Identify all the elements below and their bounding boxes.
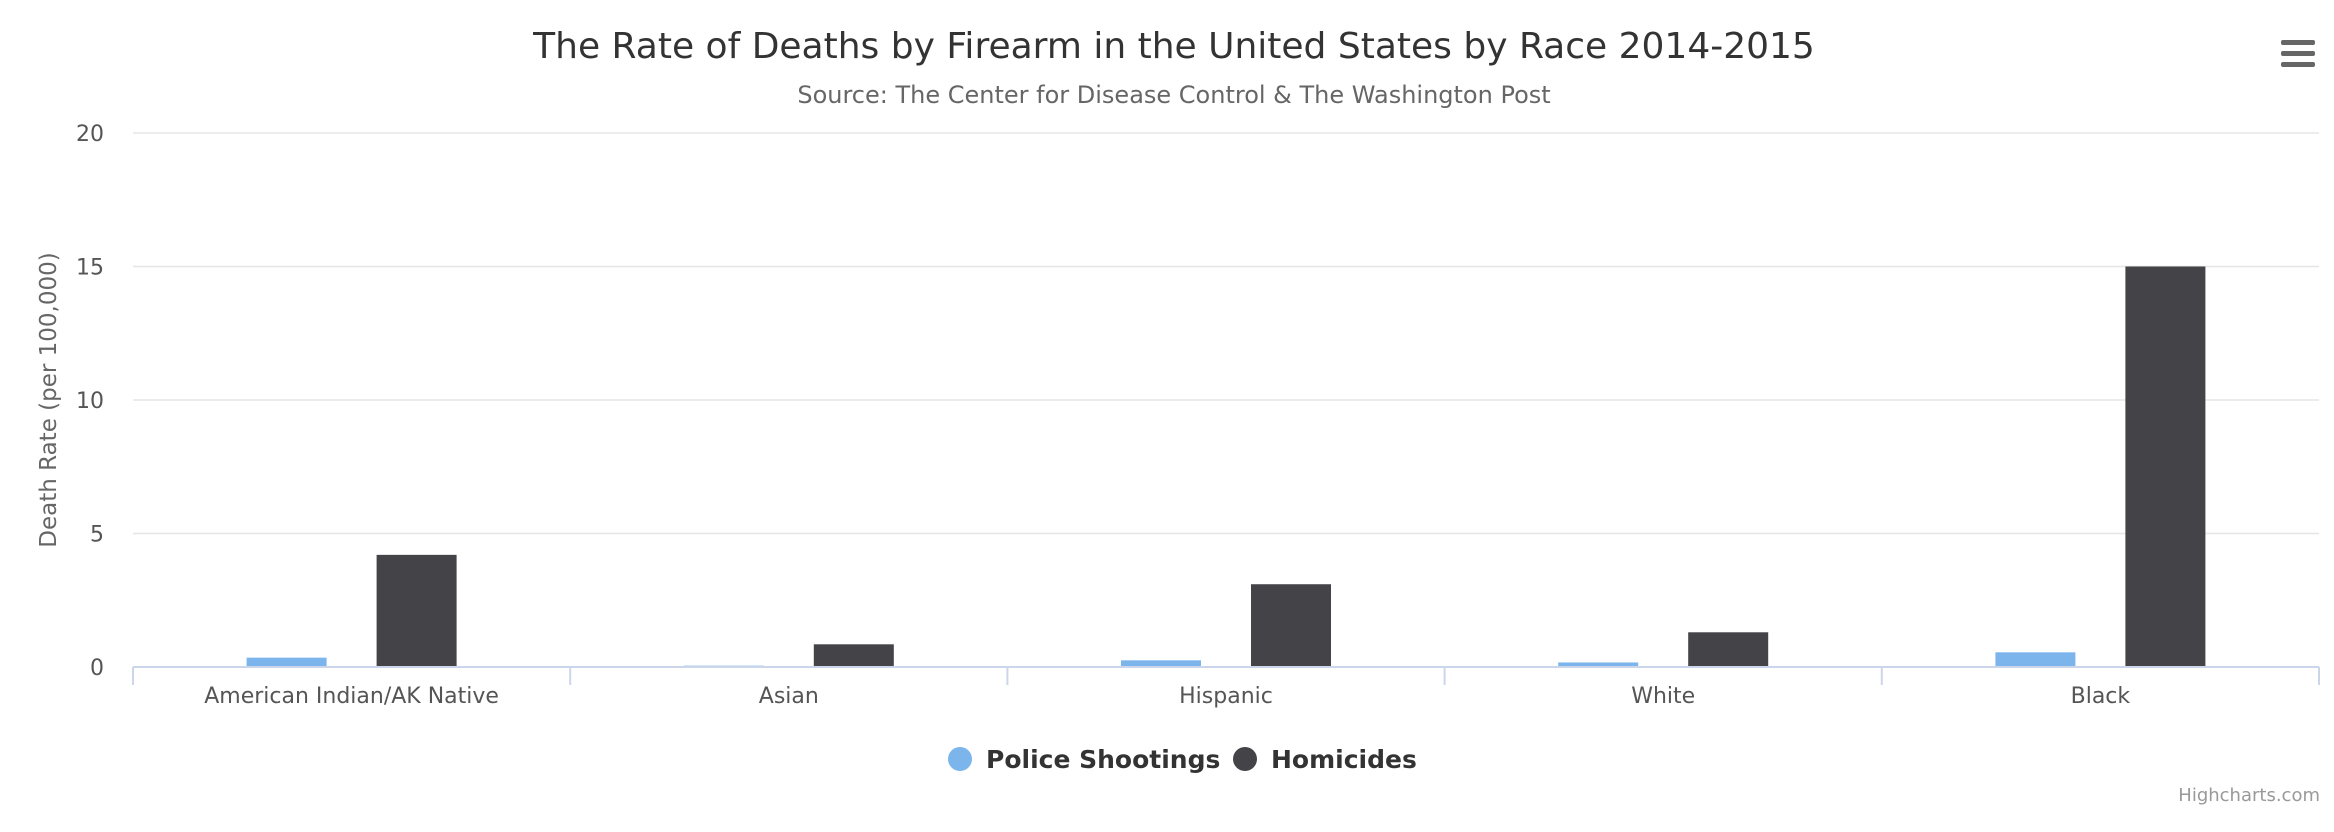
bar-police-shootings-hispanic[interactable] [1121, 660, 1201, 667]
x-axis-ticks [132, 667, 2320, 685]
bar-homicides-white[interactable] [1688, 632, 1769, 667]
legend-police-shootings-label[interactable]: Police Shootings [986, 745, 1220, 774]
y-tick-labels: 0 5 10 15 20 [76, 122, 104, 681]
menu-icon-bar-1 [2281, 40, 2315, 45]
chart-title: The Rate of Deaths by Firearm in the Uni… [532, 26, 1815, 67]
legend-item-police-shootings[interactable]: Police Shootings [948, 745, 1220, 774]
x-tick-label-hispanic: Hispanic [1179, 684, 1273, 709]
legend-item-homicides[interactable]: Homicides [1233, 745, 1417, 774]
bar-homicides-hispanic[interactable] [1251, 584, 1331, 667]
legend: Police Shootings Homicides [948, 745, 1417, 774]
y-gridlines [133, 132, 2319, 535]
y-tick-label-20: 20 [76, 122, 104, 147]
legend-homicides-marker [1233, 747, 1257, 771]
x-tick-labels: American Indian/AK Native Asian Hispanic Wh… [204, 684, 2130, 709]
bar-police-shootings-american-indian-ak-native[interactable] [246, 657, 327, 667]
bar-homicides-black[interactable] [2125, 266, 2206, 668]
legend-police-shootings-marker [948, 747, 972, 771]
hamburger-menu-icon[interactable] [2281, 40, 2315, 67]
chart-subtitle: Source: The Center for Disease Control &… [797, 81, 1550, 109]
x-tick-label-white: White [1631, 684, 1695, 709]
y-tick-label-15: 15 [76, 256, 104, 281]
bar-police-shootings-white[interactable] [1558, 662, 1639, 667]
y-axis-title: Death Rate (per 100,000) [36, 252, 62, 548]
y-tick-label-10: 10 [76, 389, 104, 414]
menu-icon-bar-2 [2281, 51, 2315, 56]
x-tick-label-asian: Asian [759, 684, 819, 709]
credits-link[interactable]: Highcharts.com [2178, 785, 2320, 806]
legend-homicides-label[interactable]: Homicides [1271, 745, 1417, 774]
y-tick-label-5: 5 [90, 523, 104, 548]
bar-homicides-asian[interactable] [813, 644, 894, 667]
bar-homicides-american-indian-ak-native[interactable] [376, 554, 457, 667]
context-menu-button[interactable] [2270, 25, 2318, 73]
x-tick-label-american-indian-ak-native: American Indian/AK Native [204, 684, 499, 709]
bar-police-shootings-black[interactable] [1995, 652, 2076, 667]
y-tick-label-0: 0 [90, 656, 104, 681]
menu-icon-bar-3 [2281, 62, 2315, 67]
x-tick-label-black: Black [2071, 684, 2131, 709]
